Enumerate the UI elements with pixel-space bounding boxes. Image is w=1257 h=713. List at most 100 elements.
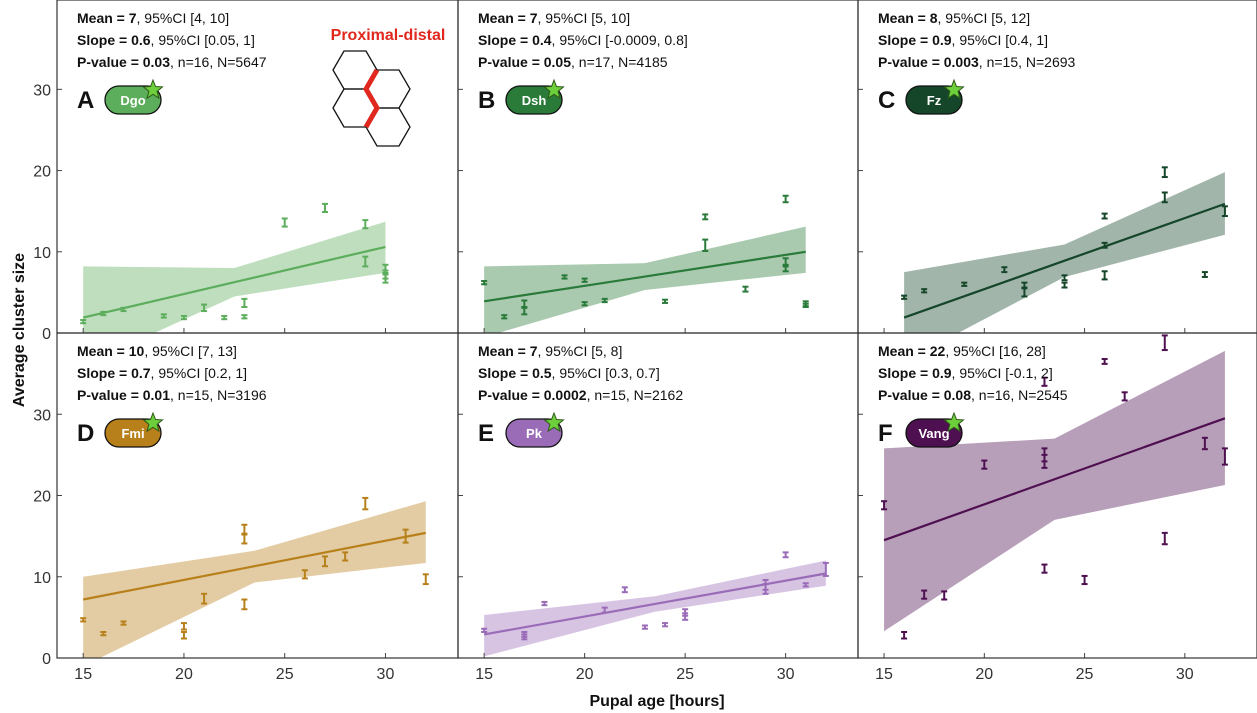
- error-bar: [783, 552, 789, 557]
- error-bar: [1162, 533, 1168, 544]
- x-tick-label: 30: [1176, 666, 1194, 683]
- x-tick-label: 30: [777, 666, 795, 683]
- stats-key: Slope = 0.5: [478, 365, 552, 381]
- stats-key: Slope = 0.6: [77, 32, 151, 48]
- error-bar: [362, 220, 368, 228]
- stats-key: P-value = 0.03: [77, 54, 170, 70]
- stats-detail: , 95%CI [0.05, 1]: [151, 32, 255, 48]
- plot-area: [901, 167, 1228, 361]
- error-bar: [662, 300, 668, 303]
- y-tick-label: 0: [42, 651, 51, 668]
- stats-detail: , n=15, N=2162: [587, 387, 684, 403]
- error-bar: [1041, 565, 1047, 573]
- plot-area: [481, 552, 829, 656]
- error-bar: [362, 498, 368, 509]
- stats-line: P-value = 0.03, n=16, N=5647: [77, 54, 267, 70]
- panel-letter: E: [478, 420, 494, 447]
- stats-key: Slope = 0.7: [77, 365, 151, 381]
- y-tick-label: 30: [33, 82, 51, 99]
- annotation: Proximal-distal: [331, 27, 446, 44]
- stats-line: P-value = 0.0002, n=15, N=2162: [478, 387, 683, 403]
- x-tick-label: 25: [676, 666, 694, 683]
- badge-label: Dsh: [522, 93, 547, 108]
- confidence-band: [83, 501, 426, 666]
- stats-key: P-value = 0.05: [478, 54, 571, 70]
- stats-detail: , 95%CI [5, 10]: [538, 10, 631, 26]
- x-tick-label: 30: [377, 666, 395, 683]
- error-bar: [622, 587, 628, 592]
- panel-letter: F: [878, 420, 893, 447]
- stats-key: Mean = 22: [878, 343, 946, 359]
- y-tick-label: 20: [33, 164, 51, 181]
- x-tick-label: 20: [175, 666, 193, 683]
- stats-line: Slope = 0.7, 95%CI [0.2, 1]: [77, 365, 247, 381]
- y-tick-label: 0: [42, 326, 51, 343]
- panel-letter: A: [77, 87, 94, 114]
- stats-line: Slope = 0.9, 95%CI [-0.1, 2]: [878, 365, 1053, 381]
- error-bar: [221, 316, 227, 319]
- stats-line: Mean = 8, 95%CI [5, 12]: [878, 10, 1030, 26]
- stats-line: P-value = 0.003, n=15, N=2693: [878, 54, 1076, 70]
- stats-line: P-value = 0.08, n=16, N=2545: [878, 387, 1068, 403]
- boundary: [366, 70, 377, 127]
- stats-key: P-value = 0.08: [878, 387, 971, 403]
- stats-line: Mean = 7, 95%CI [5, 8]: [478, 343, 622, 359]
- x-tick-label: 15: [475, 666, 493, 683]
- error-bar: [1102, 214, 1108, 219]
- error-bar: [1082, 576, 1088, 584]
- y-tick-label: 10: [33, 245, 51, 262]
- error-bar: [901, 632, 907, 639]
- page: Pupal age [hours] Average cluster size P…: [0, 0, 1257, 713]
- stats-line: Mean = 7, 95%CI [4, 10]: [77, 10, 229, 26]
- error-bar: [642, 626, 648, 629]
- stats-key: P-value = 0.01: [77, 387, 170, 403]
- panel-letter: C: [878, 87, 895, 114]
- stats-key: Mean = 7: [478, 343, 538, 359]
- badge-label: Fz: [927, 93, 942, 108]
- error-bar: [181, 632, 187, 639]
- figure: Pupal age [hours] Average cluster size P…: [0, 0, 1257, 713]
- stats-line: Slope = 0.4, 95%CI [-0.0009, 0.8]: [478, 32, 688, 48]
- x-tick-label: 20: [975, 666, 993, 683]
- error-bar: [662, 623, 668, 626]
- stats-detail: , 95%CI [0.3, 0.7]: [552, 365, 660, 381]
- error-bar: [1202, 272, 1208, 277]
- error-bar: [241, 600, 247, 610]
- error-bar: [282, 218, 288, 226]
- panel: 15202530Mean = 7, 95%CI [5, 8]Slope = 0.…: [458, 333, 858, 683]
- panel: 0 10 20 30 Mean = 7, 95%CI [4, 10] Slope = 0.…: [33, 0, 458, 365]
- stats-detail: , 95%CI [5, 12]: [938, 10, 1031, 26]
- stats-key: P-value = 0.003: [878, 54, 979, 70]
- hexagon-diagram: [333, 51, 410, 146]
- stats-line: P-value = 0.05, n=17, N=4185: [478, 54, 668, 70]
- stats-detail: , 95%CI [0.4, 1]: [952, 32, 1049, 48]
- stats-detail: , n=16, N=5647: [170, 54, 267, 70]
- error-bar: [1122, 392, 1128, 400]
- y-tick-label: 30: [33, 407, 51, 424]
- plot-area: [481, 196, 809, 337]
- stats-line: Mean = 10, 95%CI [7, 13]: [77, 343, 237, 359]
- panel-letter: B: [478, 87, 495, 114]
- y-tick-label: 10: [33, 570, 51, 587]
- error-bar: [1062, 283, 1068, 288]
- plot-area: [80, 204, 388, 366]
- x-tick-label: 15: [875, 666, 893, 683]
- error-bar: [181, 623, 187, 630]
- y-tick-label: 20: [33, 489, 51, 506]
- badge-label: Fmi: [121, 426, 144, 441]
- error-bar: [1102, 271, 1108, 279]
- stats-key: Mean = 10: [77, 343, 145, 359]
- panel: Mean = 7, 95%CI [5, 10]Slope = 0.4, 95%C…: [458, 0, 858, 337]
- stats-key: Mean = 7: [77, 10, 137, 26]
- error-bar: [1162, 167, 1168, 177]
- error-bar: [1102, 359, 1108, 364]
- x-axis-label: Pupal age [hours]: [589, 693, 724, 710]
- panel: Mean = 8, 95%CI [5, 12]Slope = 0.9, 95%C…: [858, 0, 1257, 361]
- x-tick-label: 25: [1076, 666, 1094, 683]
- error-bar: [742, 287, 748, 292]
- badge-label: Vang: [918, 426, 949, 441]
- error-bar: [241, 299, 247, 307]
- stats-detail: , 95%CI [-0.1, 2]: [952, 365, 1053, 381]
